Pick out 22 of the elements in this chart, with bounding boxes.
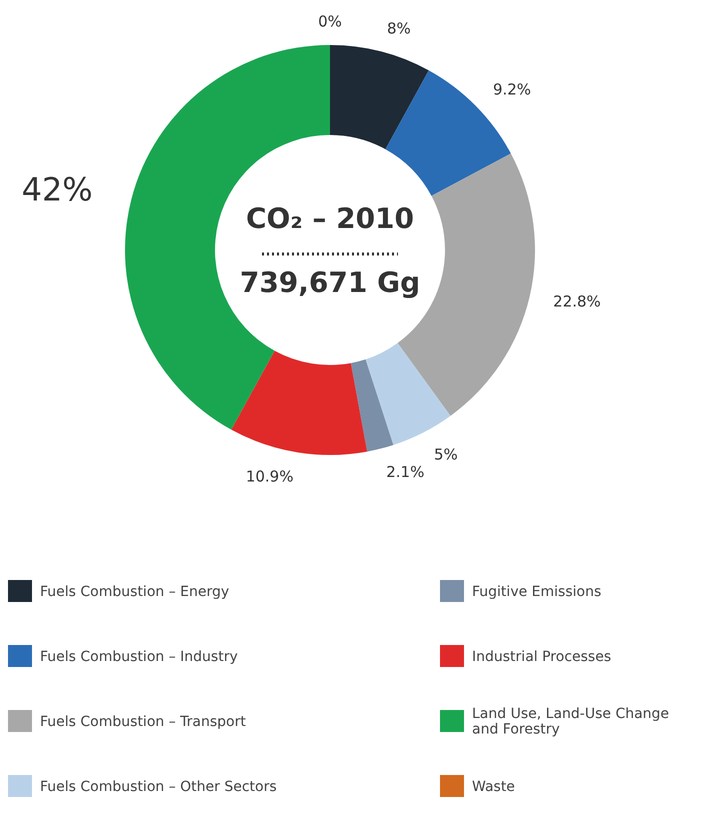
- donut-slice: [350, 359, 394, 452]
- text: 739,671 Gg: [240, 266, 420, 299]
- data-label: 42%: [22, 170, 93, 208]
- legend-label: Fugitive Emissions: [472, 584, 602, 600]
- legend-label: Fuels Combustion – Transport: [40, 714, 246, 730]
- legend-label: Industrial Processes: [472, 649, 612, 665]
- data-label: 10.9%: [246, 467, 294, 486]
- legend-label: Land Use, Land-Use Change and Forestry: [472, 706, 670, 738]
- legend-label: Waste: [472, 779, 515, 795]
- data-label: 5%: [434, 445, 458, 464]
- data-label: 22.8%: [553, 292, 601, 311]
- legend-label: Fuels Combustion – Energy: [40, 584, 230, 600]
- legend-label: Fuels Combustion – Other Sectors: [40, 779, 277, 795]
- data-label: 9.2%: [492, 80, 532, 98]
- text: 0%: [318, 12, 342, 30]
- donut-slice: [366, 343, 450, 445]
- legend-label: Fuels Combustion – Industry: [40, 649, 238, 665]
- donut-slice: [330, 45, 429, 150]
- data-label: 8%: [386, 19, 411, 38]
- data-label: 2.1%: [386, 463, 424, 482]
- text: CO₂ – 2010: [246, 202, 414, 235]
- donut-slice: [231, 350, 368, 455]
